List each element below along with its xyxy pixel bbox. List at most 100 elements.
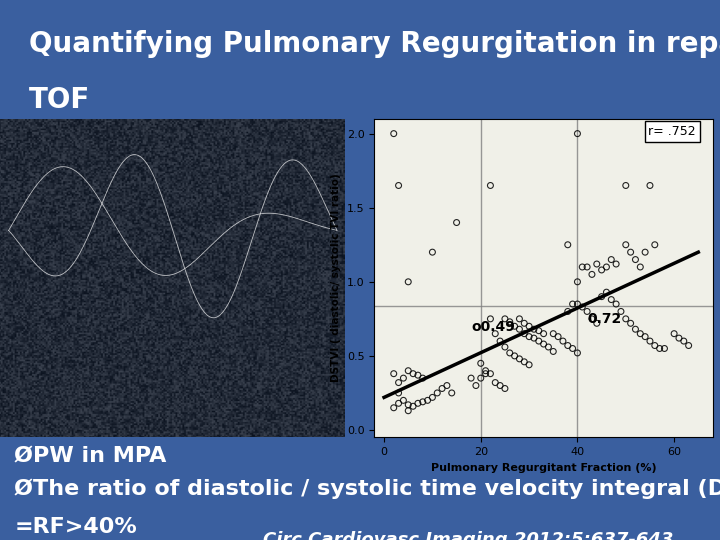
Point (446, 389, 457, 397)
Point (630, 255, 642, 264)
Point (408, 402, 419, 410)
Point (402, 278, 414, 286)
Point (436, 384, 448, 393)
Y-axis label: DSTVI ( diastolic/ systolic TVI ratio): DSTVI ( diastolic/ systolic TVI ratio) (331, 174, 341, 382)
Point (513, 325, 525, 334)
Point (611, 300, 622, 308)
Point (538, 340, 549, 348)
Point (639, 332, 651, 341)
Point (417, 397, 428, 406)
Point (683, 341, 694, 350)
Point (393, 389, 405, 397)
Point (567, 300, 578, 308)
Point (490, 329, 501, 338)
Point (639, 248, 651, 256)
Point (615, 307, 626, 316)
Text: 0.72: 0.72 (587, 312, 621, 326)
Point (427, 248, 438, 256)
Point (625, 248, 636, 256)
Point (485, 314, 496, 323)
Point (504, 318, 516, 326)
Point (543, 343, 554, 352)
Point (499, 314, 510, 323)
Point (620, 181, 631, 190)
Text: ØPW in MPA: ØPW in MPA (14, 445, 167, 465)
Point (547, 347, 559, 356)
Point (451, 218, 462, 227)
Text: Quantifying Pulmonary Regurgitation in repaired: Quantifying Pulmonary Regurgitation in r… (29, 30, 720, 58)
Point (513, 314, 525, 323)
Point (480, 367, 491, 375)
Point (412, 371, 423, 380)
Text: ØThe ratio of diastolic / systolic time velocity integral (DSTVI)- >0.72: ØThe ratio of diastolic / systolic time … (14, 479, 720, 500)
Point (397, 396, 409, 404)
Point (495, 337, 506, 346)
Point (606, 295, 617, 304)
Text: Circ Cardiovasc Imaging 2012;5;637-643: Circ Cardiovasc Imaging 2012;5;637-643 (263, 531, 673, 540)
Text: TOF: TOF (29, 85, 90, 113)
Point (441, 381, 453, 390)
Point (562, 240, 574, 249)
Point (402, 401, 414, 409)
Point (475, 359, 487, 368)
Point (388, 129, 400, 138)
Point (654, 344, 665, 353)
Point (572, 349, 583, 357)
Point (673, 334, 685, 342)
Point (422, 396, 433, 404)
Point (586, 270, 598, 279)
Point (620, 314, 631, 323)
Point (600, 288, 612, 296)
Point (533, 326, 544, 335)
Point (581, 262, 593, 271)
Point (523, 322, 535, 330)
Point (630, 325, 642, 334)
Point (412, 399, 423, 408)
Point (509, 322, 521, 330)
Point (572, 300, 583, 308)
Point (557, 337, 569, 346)
Point (431, 389, 443, 397)
Point (388, 369, 400, 378)
Point (523, 332, 535, 341)
Text: r= .752: r= .752 (648, 125, 696, 138)
Point (523, 361, 535, 369)
Point (586, 314, 598, 323)
Point (402, 367, 414, 375)
Point (625, 319, 636, 328)
Point (577, 303, 588, 312)
Point (634, 262, 646, 271)
Point (581, 307, 593, 316)
Point (504, 349, 516, 357)
Point (499, 384, 510, 393)
Point (562, 341, 574, 350)
Text: o0.49: o0.49 (471, 320, 515, 334)
Point (480, 369, 491, 378)
Point (591, 260, 603, 268)
Point (393, 181, 405, 190)
Point (668, 129, 680, 138)
Point (393, 378, 405, 387)
Point (552, 332, 564, 341)
Point (485, 181, 496, 190)
Point (577, 262, 588, 271)
Point (393, 399, 405, 408)
Point (600, 262, 612, 271)
Point (567, 344, 578, 353)
Point (678, 337, 690, 346)
Point (644, 337, 656, 346)
Point (485, 369, 496, 378)
Point (397, 374, 409, 382)
Point (465, 374, 477, 382)
Point (495, 381, 506, 390)
Point (499, 343, 510, 352)
Point (572, 278, 583, 286)
Point (591, 319, 603, 328)
X-axis label: Pulmonary Regurgitant Fraction (%): Pulmonary Regurgitant Fraction (%) (431, 463, 657, 472)
Point (388, 403, 400, 412)
Point (427, 393, 438, 402)
Point (538, 329, 549, 338)
Point (649, 341, 660, 350)
Point (470, 381, 482, 390)
Point (402, 407, 414, 415)
